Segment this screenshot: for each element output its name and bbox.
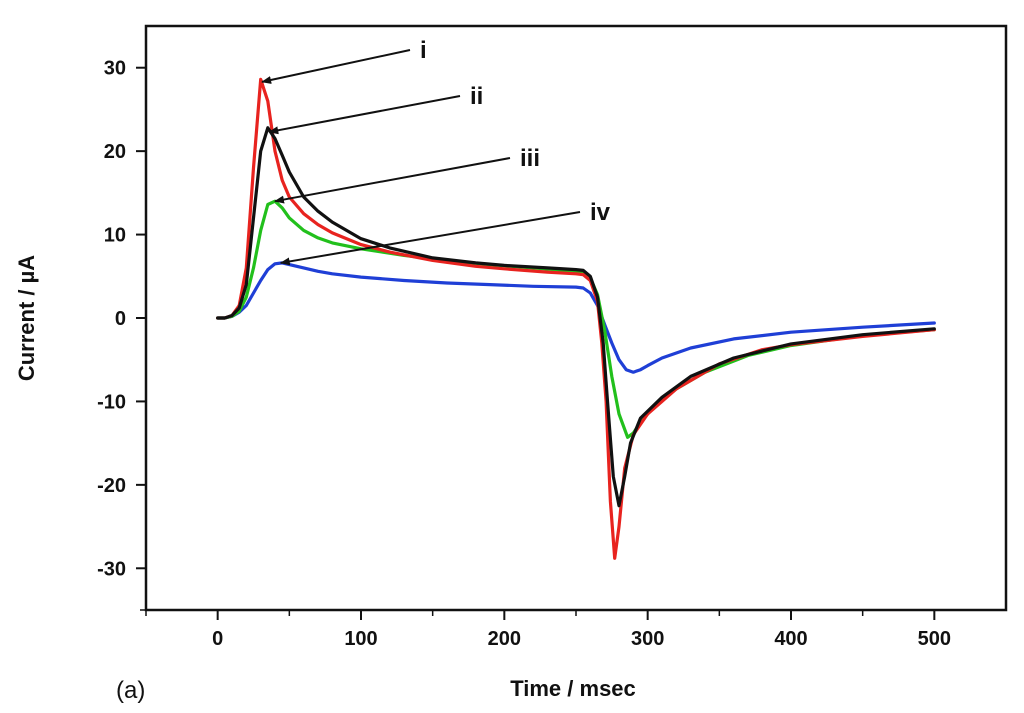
x-tick-label: 500	[918, 628, 951, 650]
y-tick-label: -20	[97, 475, 126, 497]
series-line-ii	[216, 126, 936, 508]
series-line-i	[216, 77, 936, 560]
y-tick-label: 10	[104, 225, 126, 247]
series-line-iv	[216, 261, 936, 374]
x-tick-label: 300	[631, 628, 664, 650]
y-tick-label: -10	[97, 391, 126, 413]
callout-label-iii: iii	[520, 145, 540, 172]
series-layer	[216, 77, 936, 560]
x-tick-label: 400	[774, 628, 807, 650]
x-axis-title: Time / msec	[510, 676, 636, 701]
callout-arrow	[279, 211, 581, 266]
x-tick-label: 100	[344, 628, 377, 650]
y-tick-label: 20	[104, 141, 126, 163]
callout-label-iv: iv	[590, 199, 611, 226]
callout-arrow	[268, 95, 461, 135]
series-line-iii	[216, 199, 936, 439]
y-tick-label: 0	[115, 308, 126, 330]
panel-label: (a)	[116, 677, 145, 704]
callout-arrow	[261, 49, 411, 84]
x-tick-label: 200	[488, 628, 521, 650]
callout-label-i: i	[420, 37, 427, 64]
y-tick-label: -30	[97, 558, 126, 580]
y-axis-title: Current / µA	[14, 255, 39, 381]
axis-ticks: 0 100 200 300 400 500 -30 -20 -10 0 10 20 30	[97, 58, 951, 650]
callout-arrow	[274, 157, 511, 204]
x-tick-label: 0	[212, 628, 223, 650]
y-tick-label: 30	[104, 58, 126, 80]
callout-label-ii: ii	[470, 83, 483, 110]
plot-frame	[144, 24, 1008, 612]
